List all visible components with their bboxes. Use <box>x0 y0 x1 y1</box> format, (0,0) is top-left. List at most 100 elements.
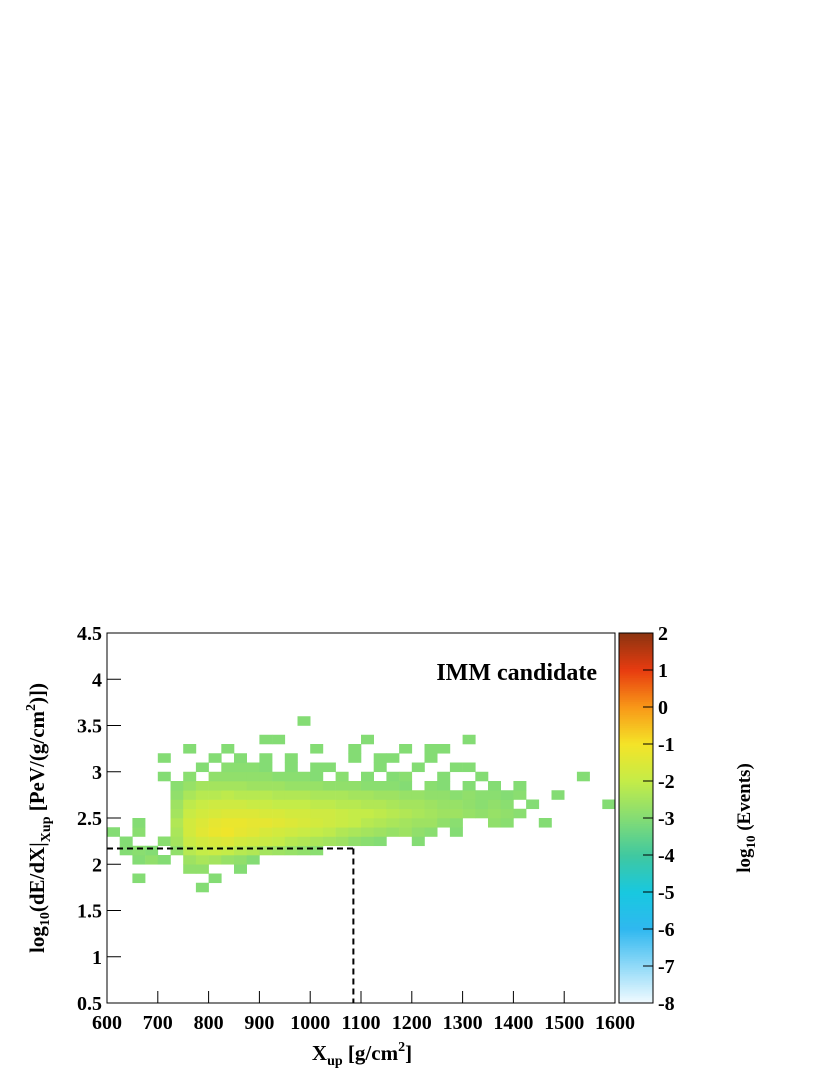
heatmap-cell <box>234 762 247 773</box>
colorbar-slice <box>619 660 653 664</box>
colorbar-slice <box>619 880 653 884</box>
heatmap-cell <box>373 827 387 837</box>
colorbar-slice <box>619 847 653 850</box>
heatmap-cell <box>361 734 374 745</box>
z-tick-label: -4 <box>658 845 675 867</box>
heatmap-cell <box>424 790 438 800</box>
heatmap-cell <box>310 836 324 847</box>
colorbar-slice <box>619 644 653 647</box>
heatmap-cell <box>386 818 400 828</box>
heatmap-cell <box>234 753 247 763</box>
heatmap-cell <box>170 836 184 847</box>
heatmap-cell <box>259 827 273 837</box>
colorbar-slice <box>619 986 653 989</box>
heatmap-cell <box>361 827 374 837</box>
heatmap-cell <box>221 799 235 810</box>
colorbar-slice <box>619 855 653 858</box>
axes: -8 -7 -6 -5 -4 -3 -2 -1 0 1 2 600 700 800 900 1000 1100 1… <box>77 623 675 1034</box>
colorbar-slice <box>619 777 653 780</box>
colorbar-slice <box>619 812 653 815</box>
heatmap-cell <box>272 781 286 791</box>
heatmap-cell <box>488 781 501 791</box>
colorbar-slice <box>619 932 653 936</box>
colorbar-slice <box>619 816 653 819</box>
heatmap-cell <box>373 790 387 800</box>
heatmap-cell <box>195 836 209 847</box>
colorbar-slice <box>619 966 653 969</box>
colorbar-slice <box>619 982 653 985</box>
colorbar-slice <box>619 993 653 997</box>
heatmap-cell <box>246 855 260 865</box>
z-tick-label: -6 <box>658 919 675 941</box>
colorbar-slice <box>619 901 653 904</box>
heatmap-cell <box>399 771 413 782</box>
heatmap-cell <box>361 818 374 828</box>
y-tick-label: 3.5 <box>77 716 102 738</box>
heatmap-cell <box>183 864 197 874</box>
heatmap-cell <box>284 762 298 773</box>
colorbar-slice <box>619 753 653 756</box>
heatmap-cell <box>157 753 171 763</box>
heatmap-cell <box>335 799 349 810</box>
heatmap-cell <box>272 734 286 745</box>
colorbar-slice <box>619 764 653 767</box>
heatmap-cell <box>208 808 222 819</box>
colorbar-slice <box>619 758 653 762</box>
heatmap-cell <box>195 762 209 773</box>
colorbar-slice <box>619 843 653 847</box>
heatmap-cell <box>513 808 527 819</box>
z-tick-label: -8 <box>658 993 675 1015</box>
heatmap-cell <box>246 845 260 856</box>
heatmap-cell <box>145 845 159 856</box>
heatmap-cell <box>157 771 171 782</box>
heatmap-cell <box>284 818 298 828</box>
colorbar-slice <box>619 860 653 863</box>
colorbar-slice <box>619 930 653 934</box>
colorbar-slice <box>619 673 653 677</box>
colorbar-slice <box>619 806 653 810</box>
heatmap-cell <box>170 808 184 819</box>
heatmap-cell <box>259 762 273 773</box>
colorbar-slice <box>619 719 653 723</box>
heatmap-cell <box>297 827 311 837</box>
colorbar-slice <box>619 849 653 852</box>
heatmap-cell <box>602 799 616 810</box>
heatmap-cell <box>297 790 311 800</box>
annotation: IMM candidate <box>436 660 597 686</box>
heatmap-cell <box>195 882 209 893</box>
heatmap-cell <box>310 845 324 856</box>
heatmap-cell <box>132 845 146 856</box>
colorbar-slice <box>619 875 653 878</box>
x-tick-label: 800 <box>194 1012 224 1034</box>
heatmap-cell <box>284 753 298 763</box>
heatmap-cell <box>246 762 260 773</box>
heatmap-cell <box>297 716 311 726</box>
z-label-part: 10 <box>743 836 758 849</box>
x-label-part: X <box>312 1041 327 1065</box>
y-tick-label: 2 <box>92 854 102 876</box>
heatmap-cell <box>361 799 374 810</box>
heatmap-cell <box>208 781 222 791</box>
colorbar-slice <box>619 947 653 950</box>
y-tick-label: 4 <box>92 669 102 691</box>
heatmap-cell <box>513 781 527 791</box>
heatmap-cell <box>170 790 184 800</box>
colorbar-slice <box>619 708 653 712</box>
heatmap-cell <box>322 799 336 810</box>
colorbar-slice <box>619 695 653 699</box>
heatmap-cell <box>272 771 286 782</box>
heatmap-cell <box>310 799 324 810</box>
heatmap-cell <box>348 753 362 763</box>
colorbar-slice <box>619 958 653 961</box>
heatmap-cell <box>170 818 184 828</box>
heatmap-cell <box>195 818 209 828</box>
colorbar-slice <box>619 914 653 917</box>
heatmap-cell <box>386 790 400 800</box>
x-axis-label: Xup [g/cm2] <box>312 1040 412 1069</box>
heatmap-cell <box>221 771 235 782</box>
heatmap-cell <box>335 781 349 791</box>
colorbar-slice <box>619 749 653 752</box>
x-tick-label: 1500 <box>544 1012 584 1034</box>
heatmap-cell <box>538 818 552 828</box>
